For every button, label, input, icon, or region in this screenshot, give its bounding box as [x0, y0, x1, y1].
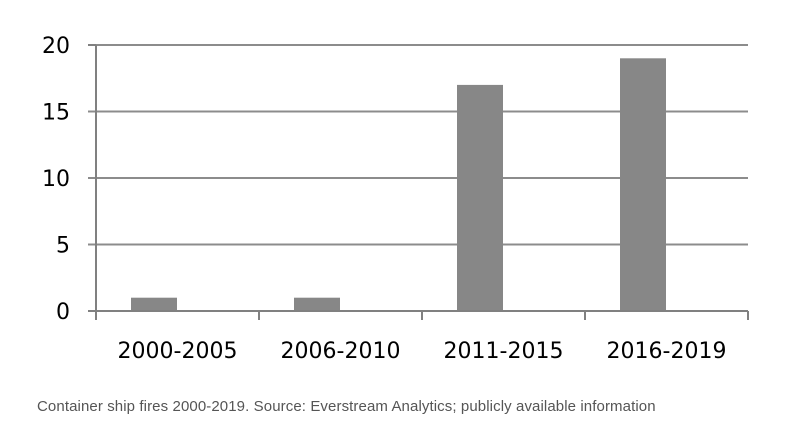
bars [131, 58, 666, 312]
bar-2006-2010 [294, 297, 340, 311]
tick-labels: 0 5 10 15 20 2000-2005 2006-2010 2011-2015 2016-… [42, 34, 726, 364]
y-tick-label-15: 15 [42, 101, 70, 126]
y-tick-label-20: 20 [42, 34, 70, 59]
x-tick-label-2011-2015: 2011-2015 [444, 339, 564, 364]
bar-chart: 0 5 10 15 20 2000-2005 2006-2010 2011-2015 2016-… [42, 34, 749, 364]
y-tick-label-0: 0 [56, 300, 70, 325]
chart-caption: Container ship fires 2000-2019. Source: … [37, 398, 656, 415]
x-tick-label-2000-2005: 2000-2005 [118, 339, 238, 364]
x-tick-label-2016-2019: 2016-2019 [607, 339, 727, 364]
y-tick-label-5: 5 [56, 234, 70, 259]
axes [88, 44, 749, 320]
x-tick-label-2006-2010: 2006-2010 [281, 339, 401, 364]
bar-2000-2005 [131, 297, 177, 311]
y-tick-label-10: 10 [42, 167, 70, 192]
bar-2011-2015 [457, 84, 503, 312]
bar-2016-2019 [620, 58, 666, 311]
